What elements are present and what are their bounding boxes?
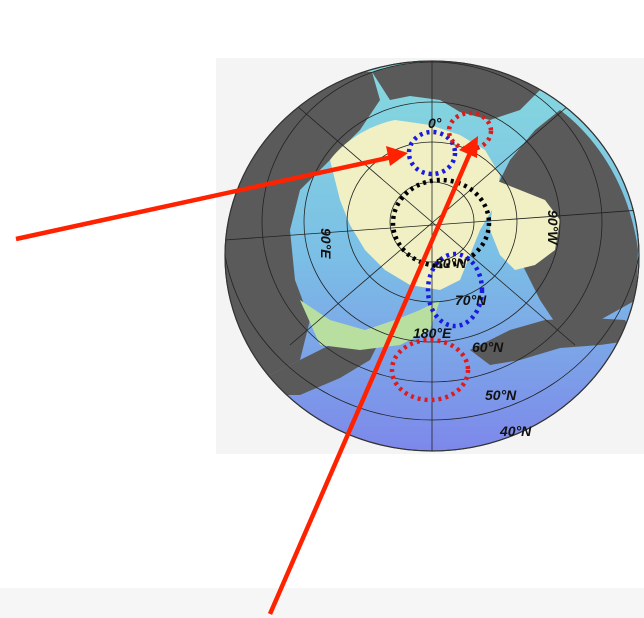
label-lat-60: 60°N: [472, 339, 504, 355]
land-top: [372, 61, 540, 120]
label-lat-80: 80°N: [435, 255, 467, 271]
label-lon-90e: 90°E: [318, 228, 334, 259]
land-eurasia-west: [225, 70, 380, 380]
arrow-left-head: [386, 146, 408, 166]
region-north-atlantic-upper: [406, 129, 458, 177]
region-chukchi: [425, 251, 485, 329]
globe-outline: [224, 60, 640, 452]
arrow-left: [15, 154, 393, 242]
meridian-90: [225, 209, 639, 241]
arrow-bottom: [267, 152, 473, 615]
label-lon-0: 0°: [428, 115, 442, 131]
region-arctic-central: [390, 177, 492, 269]
land-north-america-east: [490, 110, 638, 330]
region-circles: [389, 110, 494, 403]
bottom-strip: [0, 588, 644, 618]
label-lat-70: 70°N: [455, 292, 487, 308]
label-lat-40: 40°N: [499, 423, 532, 439]
region-north-pacific: [389, 337, 471, 403]
land-bottom-right: [470, 318, 635, 365]
tundra-lowlands: [300, 300, 440, 350]
label-lat-50: 50°N: [485, 387, 517, 403]
arrows: [15, 136, 478, 615]
arrow-bottom-head: [459, 136, 478, 158]
label-lon-180: 180°E: [413, 325, 452, 341]
meridian-45b: [289, 99, 576, 346]
tundra-east: [490, 180, 560, 270]
label-lon-90w: 90°W: [545, 210, 561, 246]
